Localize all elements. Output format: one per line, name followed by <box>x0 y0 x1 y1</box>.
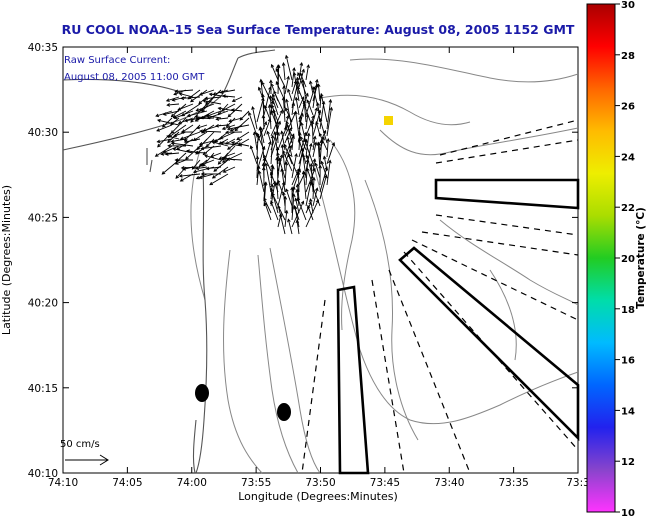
colorbar-tick-label: 12 <box>621 457 635 468</box>
colorbar-tick-label: 16 <box>621 356 635 367</box>
x-tick-label: 73:50 <box>305 477 335 489</box>
colorbar-tick-label: 22 <box>621 203 635 214</box>
current-timestamp: August 08, 2005 11:00 GMT <box>64 72 205 83</box>
y-tick-label: 40:20 <box>28 298 58 310</box>
scale-label: 50 cm/s <box>60 439 100 450</box>
colorbar-tick-label: 10 <box>621 508 635 518</box>
colorbar-tick-label: 18 <box>621 305 635 316</box>
x-axis-label: Longitude (Degrees:Minutes) <box>238 490 398 503</box>
colorbar-tick-label: 28 <box>621 51 635 62</box>
current-vector <box>312 121 313 143</box>
x-tick-label: 73:45 <box>370 477 400 489</box>
figure-title: RU COOL NOAA–15 Sea Surface Temperature:… <box>62 22 575 37</box>
colorbar-tick-label: 20 <box>621 254 635 265</box>
x-tick-label: 73:40 <box>434 477 464 489</box>
x-tick-label: 74:00 <box>177 477 207 489</box>
current-vector <box>298 172 299 192</box>
x-tick-label: 74:05 <box>112 477 142 489</box>
x-tick-label: 73:55 <box>241 477 271 489</box>
x-tick-label: 73:3 <box>566 477 590 489</box>
station-marker <box>277 403 291 421</box>
y-tick-label: 40:15 <box>28 383 58 395</box>
colorbar-tick-label: 30 <box>621 0 635 11</box>
y-tick-label: 40:25 <box>28 212 58 224</box>
y-tick-label: 40:30 <box>28 127 58 139</box>
y-tick-label: 40:10 <box>28 468 58 480</box>
y-axis-label: Latitude (Degrees:Minutes) <box>0 185 13 335</box>
sst-pixel <box>384 116 393 125</box>
colorbar-tick-label: 24 <box>621 152 635 163</box>
colorbar-tick-label: 26 <box>621 102 635 113</box>
y-tick-label: 40:35 <box>28 42 58 54</box>
station-marker <box>195 384 209 402</box>
current-label: Raw Surface Current: <box>64 55 170 66</box>
colorbar <box>587 4 615 512</box>
colorbar-label: Temperature (°C) <box>635 207 647 309</box>
x-tick-label: 73:35 <box>498 477 528 489</box>
colorbar-ticks: 30 28 26 24 22 20 18 16 14 12 10 <box>615 0 635 518</box>
colorbar-tick-label: 14 <box>621 406 635 417</box>
current-vector <box>257 157 258 178</box>
